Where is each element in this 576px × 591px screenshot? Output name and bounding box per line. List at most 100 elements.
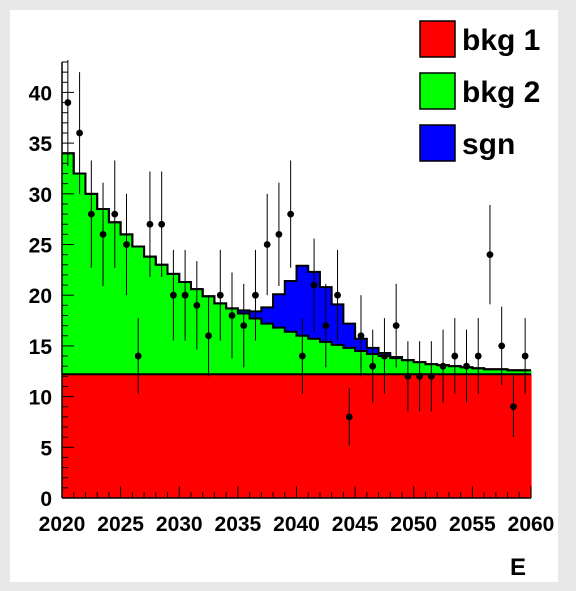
data-point-11 (193, 301, 201, 309)
data-point-28 (392, 322, 400, 330)
data-point-10 (181, 291, 189, 299)
data-point-22 (322, 322, 330, 330)
bar-bkg-2-1 (73, 173, 87, 375)
data-point-8 (158, 220, 166, 228)
data-point-12 (205, 332, 212, 340)
y-tick-label: 20 (29, 285, 52, 308)
bar-bkg-1-0 (62, 374, 75, 498)
bar-bkg-1-12 (202, 374, 216, 498)
y-tick-label: 10 (29, 387, 52, 410)
data-point-32 (439, 362, 447, 370)
data-point-24 (345, 413, 353, 421)
bar-bkg-2-2 (85, 193, 98, 375)
bar-bkg-2-0 (62, 153, 75, 375)
bar-bkg-2-6 (132, 246, 145, 375)
data-point-16 (252, 291, 259, 299)
bar-bkg-2-21 (308, 338, 321, 375)
data-point-14 (228, 312, 236, 319)
x-tick-label: 2045 (332, 513, 379, 536)
legend-swatch-sgn (419, 124, 456, 162)
data-point-21 (310, 281, 318, 289)
bar-bkg-1-25 (355, 374, 368, 498)
bar-bkg-2-3 (97, 209, 110, 375)
bar-bkg-2-38 (507, 370, 520, 375)
bar-bkg-2-7 (144, 256, 157, 375)
bar-bkg-1-2 (85, 374, 98, 498)
bar-bkg-2-17 (261, 323, 274, 375)
bar-bkg-1-39 (519, 374, 532, 498)
bar-bkg-1-7 (144, 374, 157, 498)
bar-bkg-1-21 (308, 374, 321, 498)
stack-outline (62, 152, 531, 376)
bar-bkg-1-13 (214, 374, 227, 498)
bar-bkg-1-18 (273, 374, 286, 498)
data-point-13 (216, 291, 224, 299)
outline-sgn (62, 152, 531, 372)
data-point-38 (510, 403, 517, 411)
data-point-39 (521, 352, 529, 360)
bar-bkg-1-17 (261, 374, 274, 498)
data-point-3 (99, 230, 107, 238)
data-point-4 (111, 210, 119, 218)
x-tick-label: 2050 (390, 513, 437, 536)
bar-bkg-1-30 (413, 374, 427, 498)
bar-bkg-1-19 (284, 374, 298, 498)
y-tick-label: 40 (29, 82, 52, 105)
bar-bkg-1-11 (190, 374, 204, 498)
bar-sgn-24 (343, 323, 356, 348)
bar-bkg-2-16 (249, 318, 262, 375)
bar-bkg-1-35 (472, 374, 485, 498)
data-point-20 (298, 352, 306, 360)
bar-sgn-20 (296, 265, 309, 336)
bar-bkg-1-32 (437, 374, 450, 498)
bar-bkg-1-5 (120, 374, 133, 498)
bar-bkg-1-4 (108, 374, 122, 498)
bar-bkg-1-37 (495, 374, 509, 498)
bar-bkg-1-10 (179, 374, 192, 498)
stacked-histogram (62, 153, 532, 498)
x-axis-title: E (510, 554, 526, 581)
data-point-6 (134, 352, 142, 360)
data-point-30 (416, 372, 424, 380)
data-point-2 (87, 210, 95, 218)
bar-bkg-1-6 (132, 374, 145, 498)
bar-bkg-2-8 (155, 264, 169, 375)
legend-swatch-bkg-2 (419, 72, 456, 110)
legend: bkg 1 bkg 2 sgn (419, 20, 540, 162)
legend-label-bkg-1: bkg 1 (462, 24, 540, 57)
bar-bkg-1-31 (425, 374, 438, 498)
data-point-33 (451, 352, 459, 360)
y-tick-label: 30 (29, 184, 52, 207)
bar-bkg-2-18 (273, 327, 286, 375)
bar-bkg-2-5 (120, 234, 133, 375)
bar-bkg-1-15 (237, 374, 251, 498)
legend-swatch-bkg-1 (419, 20, 456, 58)
bar-bkg-1-27 (378, 374, 391, 498)
bar-bkg-1-26 (366, 374, 380, 498)
data-point-9 (169, 291, 177, 299)
y-tick-label: 15 (29, 336, 53, 359)
bar-bkg-1-1 (73, 374, 87, 498)
x-tick-label: 2060 (508, 513, 555, 536)
data-point-31 (427, 372, 435, 380)
data-point-7 (146, 220, 154, 228)
data-point-1 (76, 129, 83, 137)
bar-bkg-1-34 (460, 374, 473, 498)
x-tick-label: 2040 (273, 513, 320, 536)
data-point-17 (263, 241, 271, 248)
x-tick-label: 2020 (39, 513, 86, 536)
legend-label-bkg-2: bkg 2 (462, 76, 540, 109)
bar-bkg-1-23 (331, 374, 344, 498)
bar-sgn-17 (261, 307, 274, 324)
data-point-15 (240, 322, 248, 330)
bar-bkg-1-33 (448, 374, 462, 498)
x-tick-label: 2025 (97, 513, 144, 536)
bar-bkg-1-29 (402, 374, 415, 498)
y-tick-label: 25 (29, 235, 53, 258)
data-point-35 (474, 352, 482, 360)
bar-bkg-2-19 (284, 331, 298, 375)
bar-bkg-1-3 (97, 374, 110, 498)
data-point-27 (381, 352, 388, 360)
